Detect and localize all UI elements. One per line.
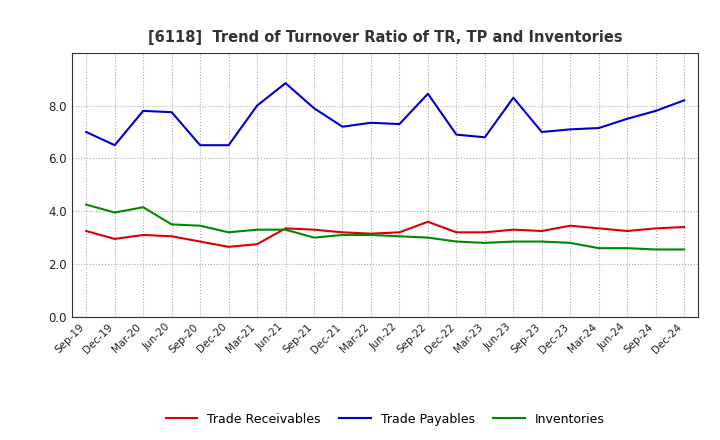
Line: Trade Payables: Trade Payables: [86, 83, 684, 145]
Line: Inventories: Inventories: [86, 205, 684, 249]
Trade Receivables: [225, 244, 233, 249]
Inventories: [139, 205, 148, 210]
Trade Payables: [652, 108, 660, 114]
Trade Receivables: [509, 227, 518, 232]
Trade Receivables: [338, 230, 347, 235]
Inventories: [366, 232, 375, 238]
Trade Receivables: [110, 236, 119, 242]
Inventories: [595, 246, 603, 251]
Inventories: [225, 230, 233, 235]
Inventories: [652, 247, 660, 252]
Trade Receivables: [82, 228, 91, 234]
Inventories: [282, 227, 290, 232]
Trade Receivables: [452, 230, 461, 235]
Trade Payables: [395, 121, 404, 127]
Trade Payables: [623, 116, 631, 121]
Inventories: [110, 210, 119, 215]
Trade Payables: [566, 127, 575, 132]
Trade Payables: [338, 124, 347, 129]
Trade Payables: [509, 95, 518, 100]
Trade Receivables: [282, 226, 290, 231]
Inventories: [566, 240, 575, 246]
Title: [6118]  Trend of Turnover Ratio of TR, TP and Inventories: [6118] Trend of Turnover Ratio of TR, TP…: [148, 29, 623, 45]
Trade Receivables: [480, 230, 489, 235]
Inventories: [623, 246, 631, 251]
Inventories: [253, 227, 261, 232]
Trade Receivables: [167, 234, 176, 239]
Legend: Trade Receivables, Trade Payables, Inventories: Trade Receivables, Trade Payables, Inven…: [161, 407, 610, 430]
Trade Receivables: [680, 224, 688, 230]
Inventories: [680, 247, 688, 252]
Trade Receivables: [623, 228, 631, 234]
Inventories: [167, 222, 176, 227]
Trade Receivables: [366, 231, 375, 236]
Inventories: [82, 202, 91, 207]
Inventories: [395, 234, 404, 239]
Trade Payables: [110, 143, 119, 148]
Trade Payables: [537, 129, 546, 135]
Trade Receivables: [595, 226, 603, 231]
Trade Receivables: [139, 232, 148, 238]
Inventories: [480, 240, 489, 246]
Inventories: [423, 235, 432, 240]
Inventories: [196, 223, 204, 228]
Trade Payables: [167, 110, 176, 115]
Trade Payables: [366, 120, 375, 125]
Inventories: [338, 232, 347, 238]
Trade Payables: [310, 106, 318, 111]
Trade Payables: [452, 132, 461, 137]
Inventories: [452, 239, 461, 244]
Trade Receivables: [537, 228, 546, 234]
Trade Payables: [139, 108, 148, 114]
Trade Payables: [680, 98, 688, 103]
Trade Payables: [480, 135, 489, 140]
Trade Receivables: [395, 230, 404, 235]
Trade Payables: [595, 125, 603, 131]
Trade Receivables: [423, 219, 432, 224]
Trade Receivables: [196, 239, 204, 244]
Trade Payables: [196, 143, 204, 148]
Trade Receivables: [310, 227, 318, 232]
Trade Receivables: [566, 223, 575, 228]
Inventories: [509, 239, 518, 244]
Trade Payables: [225, 143, 233, 148]
Trade Payables: [423, 91, 432, 96]
Line: Trade Receivables: Trade Receivables: [86, 222, 684, 247]
Trade Payables: [282, 81, 290, 86]
Trade Receivables: [652, 226, 660, 231]
Inventories: [537, 239, 546, 244]
Trade Payables: [253, 103, 261, 108]
Trade Receivables: [253, 242, 261, 247]
Trade Payables: [82, 129, 91, 135]
Inventories: [310, 235, 318, 240]
